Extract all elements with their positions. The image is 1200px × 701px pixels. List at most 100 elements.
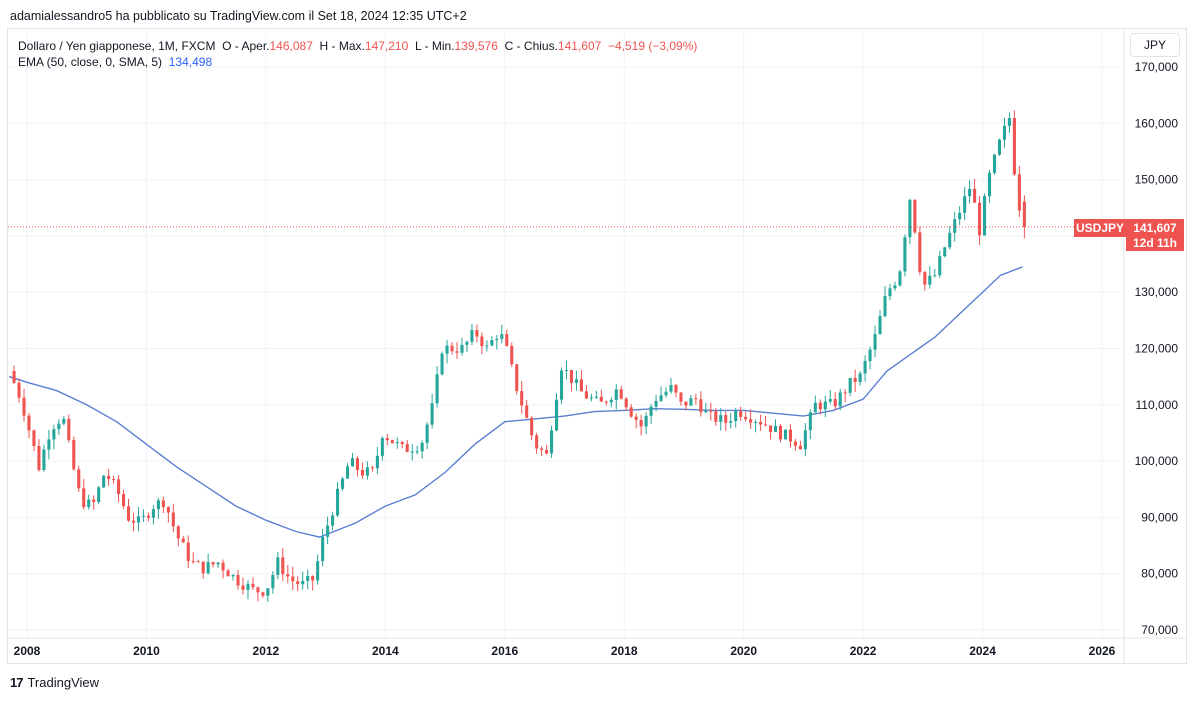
candle-body: [47, 439, 51, 450]
legend-low-value: 139,576: [454, 39, 498, 53]
candle-body: [674, 385, 678, 393]
candle-body: [898, 271, 902, 286]
candle-body: [57, 423, 61, 430]
candle-body: [410, 451, 414, 453]
candle-body: [450, 345, 454, 352]
y-tick-label: 120,000: [1135, 342, 1179, 356]
candle-body: [296, 581, 300, 585]
candle-body: [1017, 174, 1021, 211]
candle-body: [405, 444, 409, 453]
candle-body: [82, 488, 86, 508]
candle-body: [455, 351, 459, 353]
candle-body: [22, 397, 26, 416]
x-tick-label: 2010: [133, 644, 160, 658]
candle-body: [271, 574, 275, 589]
candle-body: [1002, 125, 1006, 140]
x-tick-label: 2022: [850, 644, 877, 658]
candle-body: [415, 451, 419, 453]
candle-body: [833, 399, 837, 407]
y-tick-label: 160,000: [1135, 116, 1179, 130]
candle-body: [161, 500, 165, 508]
candle-body: [778, 425, 783, 440]
candle-body: [425, 424, 429, 443]
candle-body: [276, 557, 280, 575]
candle-body: [823, 401, 827, 410]
candle-body: [664, 391, 668, 396]
candle-body: [141, 515, 146, 517]
candle-body: [191, 561, 195, 563]
candle-body: [520, 391, 524, 406]
candle-body: [495, 338, 499, 341]
candle-body: [754, 421, 758, 423]
candle-body: [908, 199, 912, 238]
candle-body: [933, 275, 937, 277]
ema-path: [8, 266, 1023, 538]
legend-symbol: Dollaro / Yen giapponese, 1M, FXCM: [18, 39, 216, 53]
candle-body: [594, 396, 598, 398]
legend-ema-value: 134,498: [168, 55, 213, 69]
candle-body: [430, 403, 434, 425]
candle-body: [500, 334, 504, 339]
candle-body: [52, 429, 56, 440]
candle-body: [221, 562, 225, 571]
last-price-tag: 141,607: [1126, 219, 1184, 237]
candle-body: [131, 520, 136, 523]
currency-button[interactable]: JPY: [1130, 33, 1180, 57]
candle-body: [236, 574, 240, 586]
candle-body: [878, 316, 882, 335]
candle-body: [505, 334, 509, 346]
candle-body: [987, 172, 992, 197]
candle-body: [246, 583, 250, 590]
candle-body: [480, 336, 484, 347]
candle-body: [126, 506, 131, 521]
candle-body: [181, 538, 185, 543]
candle-body: [903, 237, 907, 272]
candle-body: [256, 587, 260, 593]
candle-body: [978, 202, 982, 236]
candle-body: [744, 416, 748, 420]
candle-body: [350, 458, 355, 467]
candle-body: [992, 154, 997, 173]
candle-body: [395, 442, 399, 444]
candle-body: [112, 479, 116, 481]
candle-body: [12, 371, 16, 383]
candle-body: [241, 585, 245, 590]
candle-body: [445, 345, 449, 354]
chart-frame: [7, 28, 1187, 664]
legend-ohlc: Dollaro / Yen giapponese, 1M, FXCM O - A…: [18, 38, 697, 54]
candle-body: [783, 429, 788, 440]
candle-body: [420, 442, 424, 452]
candle-body: [808, 412, 812, 431]
x-tick-label: 2026: [1089, 644, 1116, 658]
candle-body: [97, 487, 101, 503]
candle-body: [475, 330, 479, 337]
candle-body: [659, 395, 663, 401]
candle-body: [206, 562, 210, 574]
symbol-price-tag: USDJPY: [1074, 219, 1126, 237]
candle-body: [291, 576, 295, 582]
candle-body: [186, 542, 190, 562]
candle-body: [336, 488, 340, 516]
candle-body: [699, 399, 703, 413]
candle-body: [793, 441, 797, 446]
candle-body: [759, 421, 763, 425]
candle-body: [943, 247, 947, 257]
candle-body: [122, 493, 126, 507]
candle-body: [42, 449, 46, 471]
footer-brand[interactable]: 17 TradingView: [10, 675, 99, 690]
candle-body: [321, 536, 325, 562]
candle-body: [918, 232, 922, 272]
y-tick-label: 80,000: [1141, 567, 1178, 581]
candle-body: [216, 562, 220, 565]
y-tick-label: 70,000: [1141, 623, 1178, 637]
candle-body: [211, 562, 215, 565]
candle-body: [266, 588, 270, 596]
x-axis: 2008 2010 2012 2014 2016 2018 2020 2022 2024 2026: [14, 644, 1116, 658]
candle-body: [37, 446, 41, 471]
candle-body: [749, 419, 753, 423]
legend-low-label: L - Min.: [414, 39, 455, 53]
candle-body: [798, 445, 802, 450]
candle-body: [684, 401, 688, 406]
candle-body: [554, 399, 559, 431]
